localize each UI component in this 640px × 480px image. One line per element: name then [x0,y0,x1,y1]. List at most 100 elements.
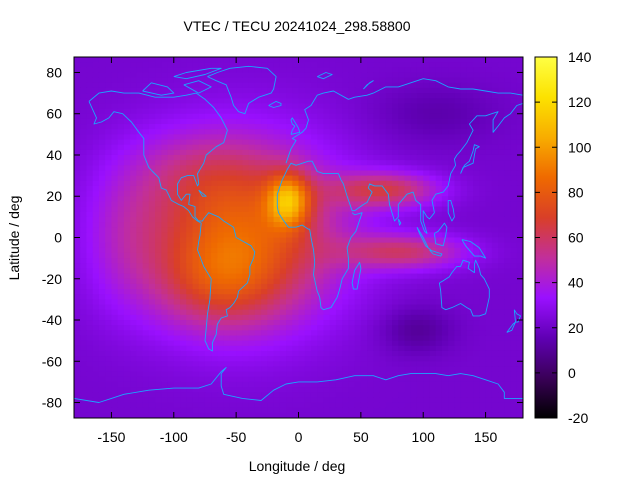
heatmap-cell [335,134,343,141]
heatmap-cell [460,273,468,280]
heatmap-cell [423,211,431,218]
heatmap-cell [279,309,287,316]
heatmap-cell [304,129,312,135]
heatmap-cell [261,139,268,146]
heatmap-cell [435,381,443,388]
heatmap-cell [161,222,169,228]
heatmap-cell [223,361,231,368]
heatmap-cell [317,191,325,197]
heatmap-cell [86,356,94,362]
heatmap-cell [473,62,480,68]
heatmap-cell [229,180,237,187]
heatmap-cell [136,108,144,115]
heatmap-cell [130,93,137,99]
heatmap-cell [286,361,293,368]
heatmap-cell [410,129,418,135]
heatmap-cell [92,98,100,105]
heatmap-cell [360,361,368,368]
heatmap-cell [211,381,219,388]
heatmap-cell [130,108,137,115]
heatmap-cell [273,222,281,228]
heatmap-cell [186,206,194,213]
heatmap-cell [142,62,150,68]
heatmap-cell [304,82,312,89]
heatmap-cell [504,149,512,156]
heatmap-cell [173,57,181,63]
heatmap-cell [373,278,381,285]
heatmap-cell [460,222,468,228]
heatmap-cell [292,330,300,337]
heatmap-cell [441,283,449,290]
heatmap-cell [504,160,512,166]
heatmap-cell [385,299,393,306]
heatmap-cell [229,154,237,161]
heatmap-cell [74,283,81,290]
heatmap-cell [229,283,237,290]
heatmap-cell [317,62,325,68]
heatmap-cell [367,77,374,84]
heatmap-cell [117,165,125,172]
heatmap-cell [279,350,287,357]
heatmap-cell [473,222,480,228]
heatmap-cell [192,113,200,120]
heatmap-cell [261,268,268,275]
heatmap-cell [236,216,243,223]
heatmap-cell [192,283,200,290]
heatmap-cell [123,320,131,326]
heatmap-cell [441,273,449,280]
heatmap-cell [398,387,406,393]
heatmap-cell [441,325,449,331]
heatmap-cell [498,242,505,249]
heatmap-cell [435,77,443,84]
heatmap-cell [298,232,306,239]
heatmap-cell [441,356,449,362]
heatmap-cell [167,144,175,151]
heatmap-cell [485,134,493,141]
heatmap-cell [273,289,281,295]
heatmap-cell [92,57,100,63]
heatmap-cell [161,397,169,404]
heatmap-cell [304,304,312,311]
heatmap-cell [367,325,374,331]
heatmap-cell [192,165,200,172]
heatmap-cell [410,397,418,404]
heatmap-cell [373,118,381,125]
heatmap-cell [186,62,194,68]
heatmap-cell [192,201,200,208]
heatmap-cell [317,361,325,368]
heatmap-cell [298,381,306,388]
heatmap-cell [498,62,505,68]
heatmap-cell [373,330,381,337]
heatmap-cell [360,134,368,141]
heatmap-cell [392,356,399,362]
heatmap-cell [80,252,88,259]
heatmap-cell [398,149,406,156]
heatmap-cell [423,201,431,208]
heatmap-cell [242,191,250,197]
heatmap-cell [248,247,256,254]
heatmap-cell [123,98,131,105]
heatmap-cell [236,185,243,192]
heatmap-cell [123,185,131,192]
heatmap-cell [217,129,225,135]
heatmap-cell [342,191,349,197]
heatmap-cell [105,191,113,197]
heatmap-cell [186,381,194,388]
heatmap-cell [479,381,487,388]
heatmap-cell [236,175,243,182]
heatmap-cell [392,407,399,414]
heatmap-cell [74,227,81,233]
heatmap-cell [448,314,456,321]
heatmap-cell [74,242,81,249]
heatmap-cell [155,62,162,68]
heatmap-cell [342,206,349,213]
heatmap-cell [504,387,512,393]
heatmap-cell [448,72,456,79]
heatmap-cell [329,350,337,357]
heatmap-cell [348,314,356,321]
heatmap-cell [180,361,187,368]
heatmap-cell [248,345,256,352]
heatmap-cell [323,387,331,393]
heatmap-cell [491,392,499,398]
heatmap-cell [136,371,144,378]
